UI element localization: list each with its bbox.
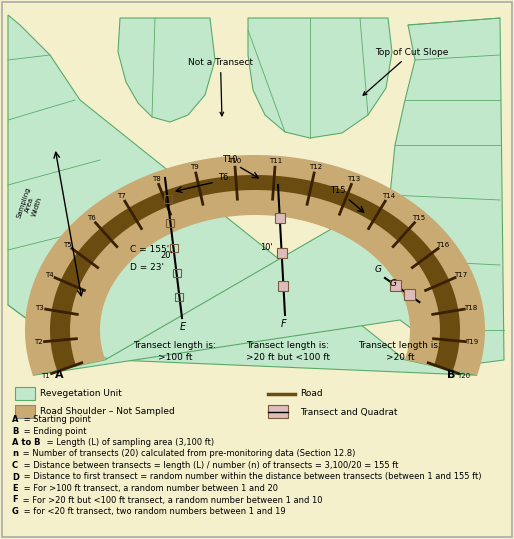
Text: T15: T15 <box>412 215 425 222</box>
Text: = Distance to first transect = random number within the distance between transec: = Distance to first transect = random nu… <box>21 473 482 481</box>
Text: T17: T17 <box>454 272 467 278</box>
Text: T1: T1 <box>42 372 50 378</box>
Text: T12: T12 <box>309 164 322 170</box>
Text: T3: T3 <box>35 305 44 311</box>
Text: = Number of transects (20) calculated from pre-monitoring data (Section 12.8): = Number of transects (20) calculated fr… <box>20 450 355 459</box>
Text: >100 ft: >100 ft <box>158 353 192 362</box>
Text: >20 ft: >20 ft <box>386 353 414 362</box>
Text: D = 23': D = 23' <box>130 263 164 272</box>
Text: T19: T19 <box>465 339 478 345</box>
Text: A: A <box>54 370 63 380</box>
Text: T2: T2 <box>34 339 43 345</box>
Text: = Ending point: = Ending point <box>21 426 86 436</box>
Polygon shape <box>248 18 392 138</box>
Text: D: D <box>12 473 19 481</box>
Text: Road: Road <box>300 390 323 398</box>
Text: 20': 20' <box>160 251 173 260</box>
Text: Top of Cut Slope: Top of Cut Slope <box>363 48 448 95</box>
Text: = For >20 ft but <100 ft transect, a random number between 1 and 10: = For >20 ft but <100 ft transect, a ran… <box>20 495 322 505</box>
Text: = For >100 ft transect, a random number between 1 and 20: = For >100 ft transect, a random number … <box>21 484 278 493</box>
Text: F: F <box>12 495 17 505</box>
Polygon shape <box>25 155 485 375</box>
Text: = Starting point: = Starting point <box>21 415 91 424</box>
Text: B: B <box>12 426 19 436</box>
Text: 10': 10' <box>260 243 273 252</box>
Bar <box>173 269 180 277</box>
Text: T5: T5 <box>63 242 71 248</box>
Text: A to B: A to B <box>12 438 41 447</box>
Text: G: G <box>12 507 19 516</box>
Text: = Length (L) of sampling area (3,100 ft): = Length (L) of sampling area (3,100 ft) <box>44 438 214 447</box>
Bar <box>15 405 35 418</box>
Text: T10: T10 <box>222 155 237 164</box>
Text: C: C <box>12 461 18 470</box>
Text: T7: T7 <box>117 193 126 199</box>
Text: >20 ft but <100 ft: >20 ft but <100 ft <box>246 353 330 362</box>
Bar <box>170 244 177 252</box>
Bar <box>403 289 415 300</box>
Text: T16: T16 <box>436 242 450 248</box>
Text: T13: T13 <box>347 176 360 182</box>
Bar <box>163 195 172 203</box>
Bar <box>390 280 401 291</box>
Text: Sampling
Area
Width: Sampling Area Width <box>15 186 45 223</box>
Text: G: G <box>390 279 397 288</box>
Bar <box>15 387 35 400</box>
Text: T14: T14 <box>382 193 395 199</box>
Text: T6: T6 <box>218 173 228 182</box>
Polygon shape <box>50 175 460 370</box>
Polygon shape <box>33 18 504 375</box>
Text: Not a Transect: Not a Transect <box>188 58 253 116</box>
Text: T10: T10 <box>228 158 241 164</box>
Text: E: E <box>12 484 17 493</box>
Text: A: A <box>12 415 19 424</box>
Bar <box>268 405 288 418</box>
Text: Transect length is:: Transect length is: <box>134 341 216 350</box>
Text: Road Shoulder – Not Sampled: Road Shoulder – Not Sampled <box>40 407 175 417</box>
Text: T20: T20 <box>457 372 471 378</box>
Text: E: E <box>180 322 186 332</box>
Bar <box>275 212 285 223</box>
Text: T8: T8 <box>152 176 161 182</box>
Polygon shape <box>118 18 215 122</box>
Text: Transect length is:: Transect length is: <box>247 341 329 350</box>
Polygon shape <box>8 15 477 375</box>
Text: F: F <box>281 319 287 329</box>
Text: C = 155': C = 155' <box>130 245 169 254</box>
Text: n: n <box>12 450 18 459</box>
Text: Transect length is:: Transect length is: <box>359 341 442 350</box>
Text: = Distance between transects = length (L) / number (n) of transects = 3,100/20 =: = Distance between transects = length (L… <box>21 461 398 470</box>
Text: = for <20 ft transect, two random numbers between 1 and 19: = for <20 ft transect, two random number… <box>21 507 286 516</box>
Bar <box>175 293 183 301</box>
Text: T15: T15 <box>330 186 345 195</box>
Text: Transect and Quadrat: Transect and Quadrat <box>300 407 397 417</box>
Text: T11: T11 <box>269 158 282 164</box>
Bar <box>167 219 174 227</box>
Text: B: B <box>447 370 456 380</box>
Text: G: G <box>375 265 382 274</box>
Text: T9: T9 <box>190 164 199 170</box>
Text: Revegetation Unit: Revegetation Unit <box>40 390 122 398</box>
Text: T18: T18 <box>464 305 477 311</box>
Text: T6: T6 <box>87 215 96 222</box>
Text: T4: T4 <box>45 272 54 278</box>
Bar <box>279 281 288 292</box>
Bar <box>277 247 287 258</box>
